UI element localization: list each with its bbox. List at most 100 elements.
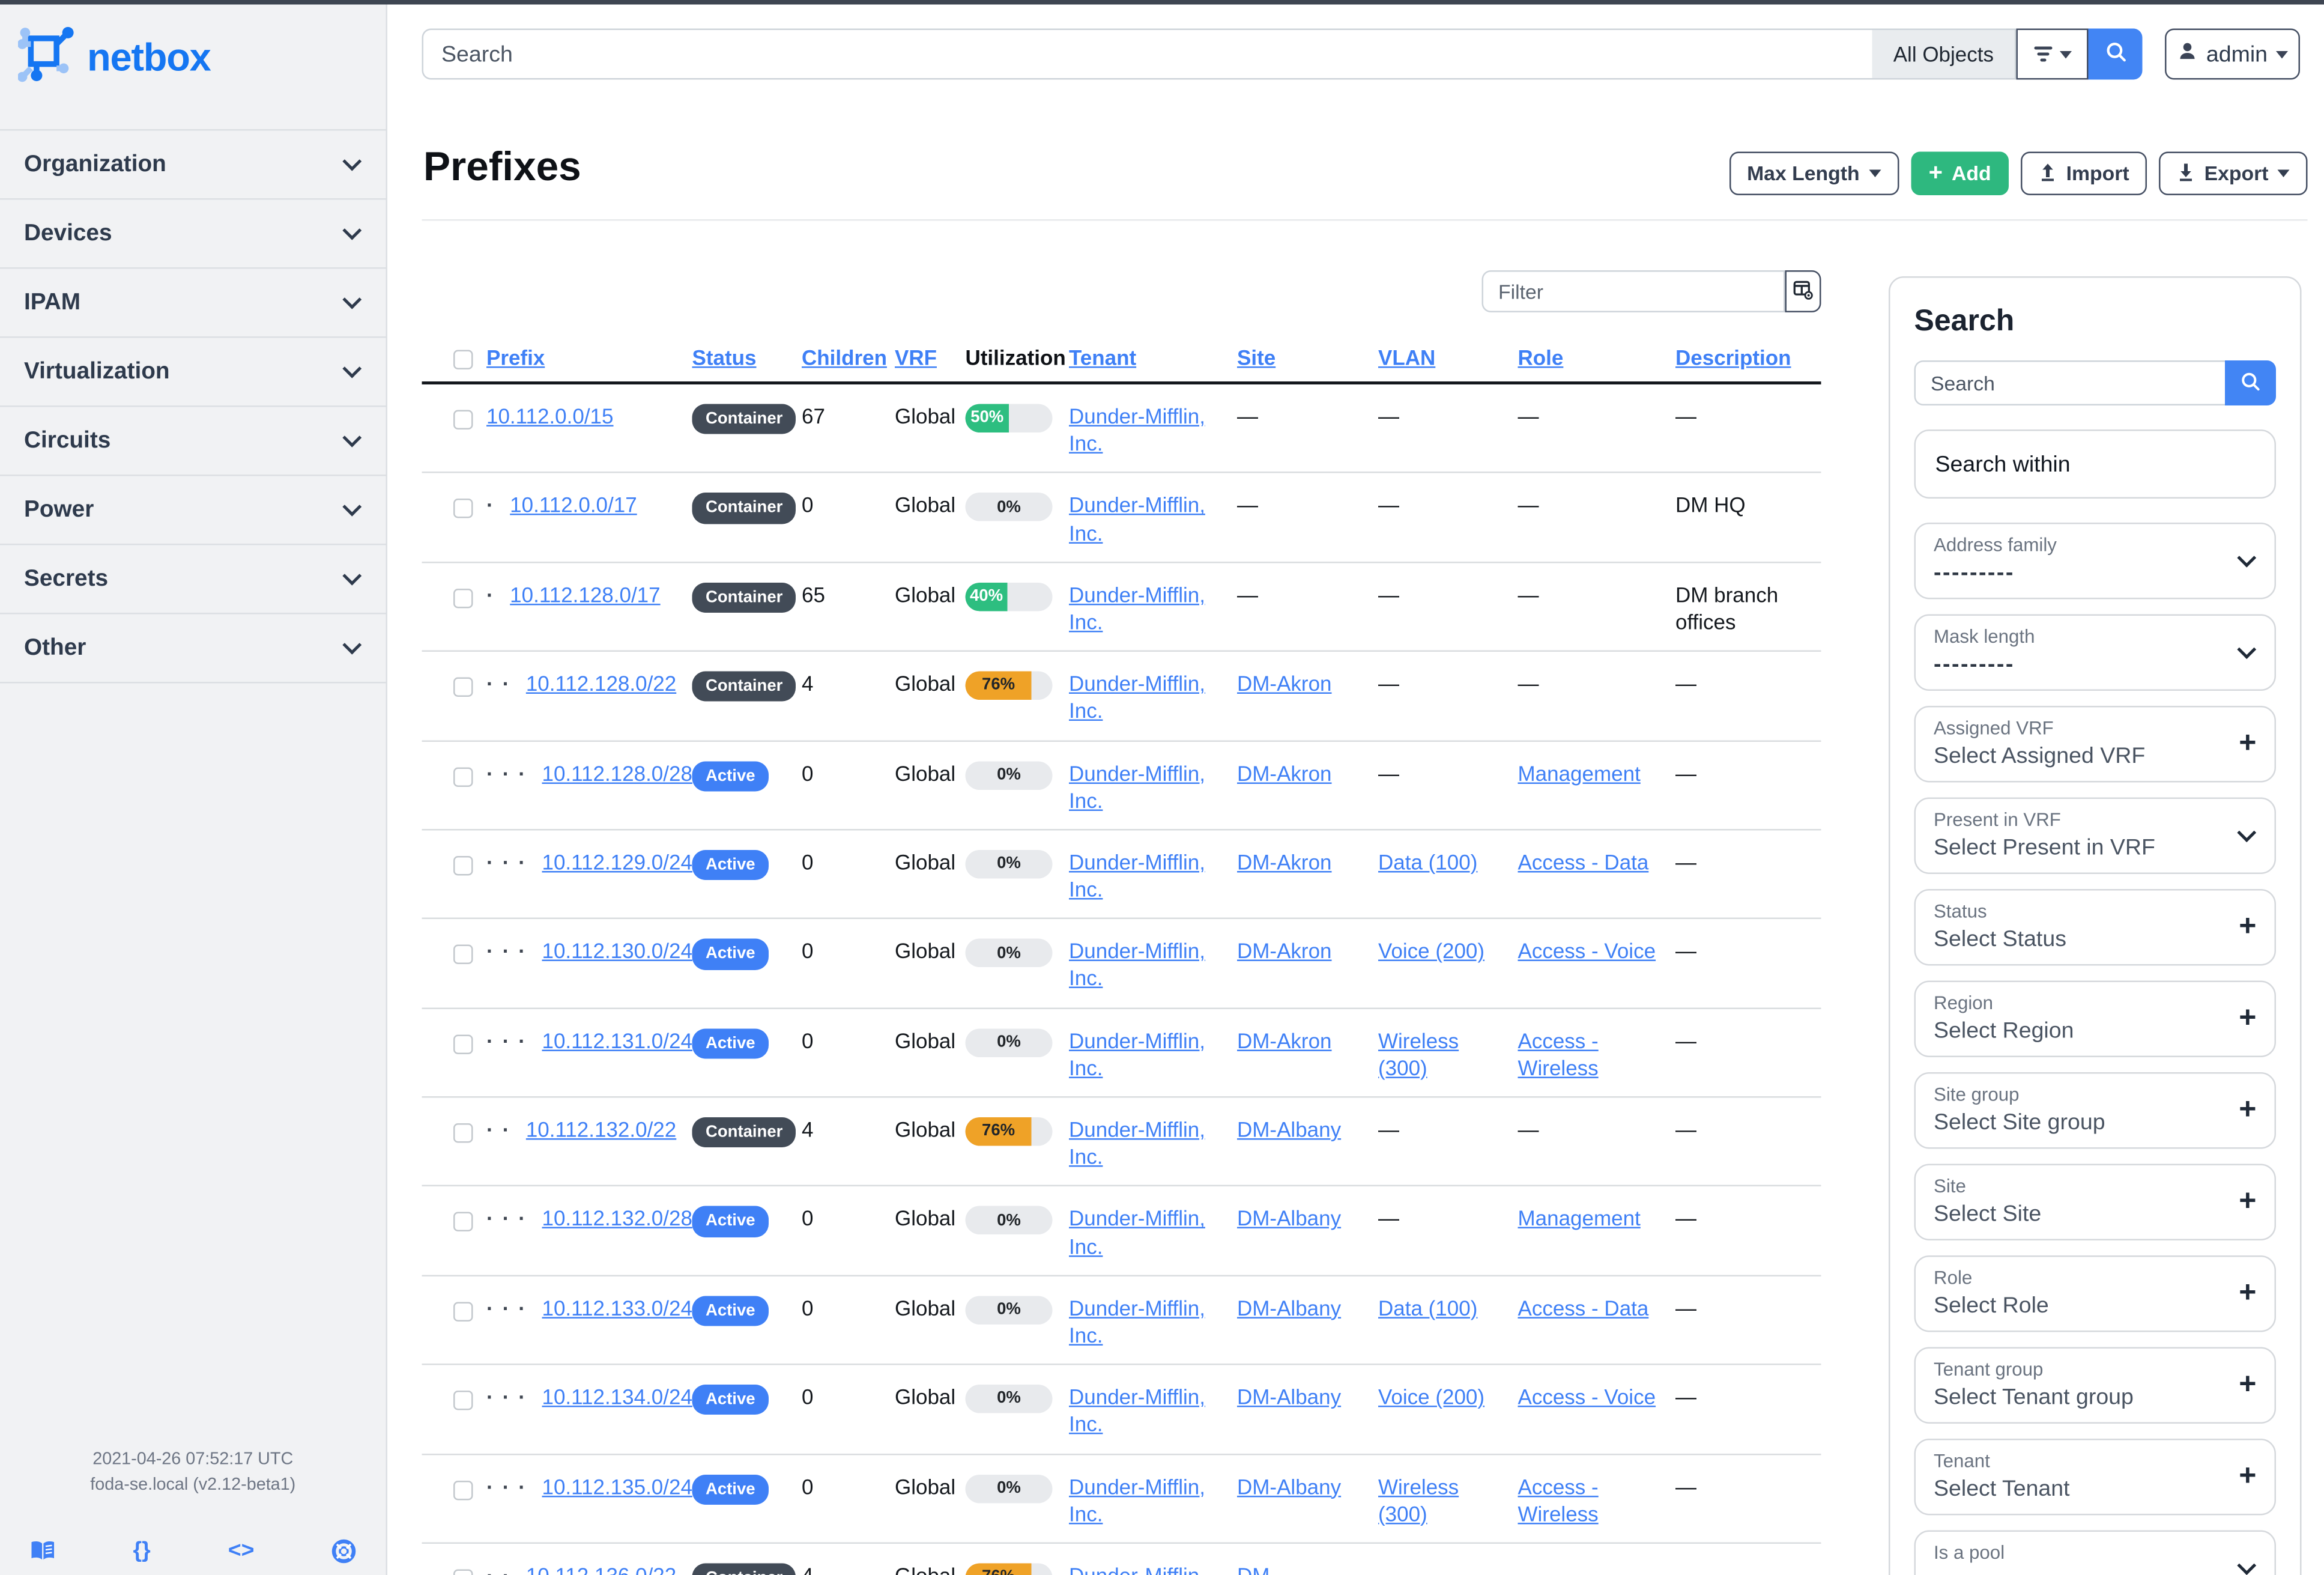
role-link[interactable]: Access - Wireless [1518, 1028, 1599, 1080]
prefix-link[interactable]: 10.112.132.0/22 [525, 1117, 677, 1141]
tenant-link[interactable]: Dunder-Mifflin, Inc. [1069, 1117, 1205, 1169]
prefix-link[interactable]: 10.112.134.0/24 [542, 1385, 692, 1409]
role-link[interactable]: Access - Wireless [1518, 1473, 1599, 1526]
sidebar-item-virtualization[interactable]: Virtualization [0, 338, 386, 407]
tenant-link[interactable]: Dunder-Mifflin, Inc. [1069, 671, 1205, 723]
max-length-button[interactable]: Max Length [1729, 151, 1899, 195]
tenant-link[interactable]: Dunder-Mifflin, Inc. [1069, 1385, 1205, 1436]
tenant-link[interactable]: Dunder-Mifflin, Inc. [1069, 760, 1205, 812]
row-checkbox[interactable] [453, 766, 473, 786]
column-sort-link[interactable]: VRF [895, 345, 937, 369]
filter-card-mask-length[interactable]: Mask length --------- [1914, 614, 2276, 691]
lifebuoy-icon[interactable] [331, 1538, 356, 1564]
prefix-link[interactable]: 10.112.135.0/24 [542, 1473, 692, 1498]
row-checkbox[interactable] [453, 1123, 473, 1143]
panel-search-button[interactable] [2225, 360, 2276, 405]
search-filter-dropdown-button[interactable] [2016, 28, 2089, 80]
tenant-link[interactable]: Dunder-Mifflin, Inc. [1069, 493, 1205, 545]
row-checkbox[interactable] [453, 855, 473, 876]
column-sort-link[interactable]: Role [1518, 345, 1564, 369]
column-sort-link[interactable]: Status [692, 345, 757, 369]
row-checkbox[interactable] [453, 1569, 473, 1575]
sidebar-item-circuits[interactable]: Circuits [0, 407, 386, 476]
tenant-link[interactable]: Dunder-Mifflin, Inc. [1069, 1028, 1205, 1080]
role-link[interactable]: Management [1518, 1206, 1641, 1231]
sidebar-item-organization[interactable]: Organization [0, 131, 386, 200]
site-link[interactable]: DM-Akron [1237, 760, 1332, 785]
row-checkbox[interactable] [453, 588, 473, 608]
filter-card-is-a-pool[interactable]: Is a pool --------- [1914, 1530, 2276, 1575]
tenant-link[interactable]: Dunder-Mifflin, Inc. [1069, 1295, 1205, 1347]
site-link[interactable]: DM-Akron [1237, 1028, 1332, 1052]
column-sort-link[interactable]: Description [1675, 345, 1791, 369]
filter-card-tenant-group[interactable]: Tenant group Select Tenant group + [1914, 1347, 2276, 1424]
row-checkbox[interactable] [453, 499, 473, 519]
role-link[interactable]: Management [1518, 760, 1641, 785]
filter-card-role[interactable]: Role Select Role + [1914, 1255, 2276, 1332]
row-checkbox[interactable] [453, 1391, 473, 1410]
filter-card-address-family[interactable]: Address family --------- [1914, 523, 2276, 599]
filter-card-region[interactable]: Region Select Region + [1914, 980, 2276, 1057]
column-sort-link[interactable]: VLAN [1378, 345, 1436, 369]
tenant-link[interactable]: Dunder-Mifflin, Inc. [1069, 1206, 1205, 1258]
vlan-link[interactable]: Wireless (300) [1378, 1473, 1459, 1526]
filter-card-site[interactable]: Site Select Site + [1914, 1164, 2276, 1240]
row-checkbox[interactable] [453, 1479, 473, 1500]
site-link[interactable]: DM-Akron [1237, 671, 1332, 696]
table-filter-input[interactable] [1481, 270, 1785, 312]
select-all-checkbox[interactable] [453, 350, 473, 369]
row-checkbox[interactable] [453, 1301, 473, 1322]
site-link[interactable]: DM-Akron [1237, 849, 1332, 874]
row-checkbox[interactable] [453, 1034, 473, 1054]
prefix-link[interactable]: 10.112.133.0/24 [542, 1295, 692, 1320]
prefix-link[interactable]: 10.112.131.0/24 [542, 1028, 692, 1052]
global-search-button[interactable] [2088, 28, 2143, 80]
role-link[interactable]: Access - Voice [1518, 1385, 1656, 1409]
tenant-link[interactable]: Dunder-Mifflin, Inc. [1069, 404, 1205, 455]
vlan-link[interactable]: Voice (200) [1378, 1385, 1485, 1409]
column-sort-link[interactable]: Site [1237, 345, 1276, 369]
prefix-link[interactable]: 10.112.0.0/15 [486, 404, 614, 428]
tenant-link[interactable]: Dunder-Mifflin, Inc. [1069, 582, 1205, 634]
tenant-link[interactable]: Dunder-Mifflin, Inc. [1069, 1563, 1205, 1575]
row-checkbox[interactable] [453, 677, 473, 697]
user-menu-button[interactable]: admin [2165, 28, 2300, 80]
braces-icon[interactable]: {} [133, 1538, 151, 1564]
import-button[interactable]: Import [2021, 151, 2147, 195]
prefix-link[interactable]: 10.112.136.0/22 [526, 1563, 676, 1575]
prefix-link[interactable]: 10.112.0.0/17 [510, 493, 637, 517]
site-link[interactable]: DM-Akron [1237, 939, 1332, 964]
filter-card-site-group[interactable]: Site group Select Site group + [1914, 1072, 2276, 1149]
column-sort-link[interactable]: Prefix [486, 345, 545, 369]
code-icon[interactable]: <> [228, 1538, 255, 1564]
global-search-input[interactable] [422, 28, 1872, 80]
site-link[interactable]: DM-Albany [1237, 1295, 1342, 1320]
site-link[interactable]: DM-Albany [1237, 1117, 1342, 1141]
sidebar-item-other[interactable]: Other [0, 615, 386, 684]
site-link[interactable]: DM-Albany [1237, 1385, 1342, 1409]
book-icon[interactable] [30, 1538, 56, 1564]
site-link[interactable]: DM-Albany [1237, 1206, 1342, 1231]
vlan-link[interactable]: Voice (200) [1378, 939, 1485, 964]
row-checkbox[interactable] [453, 410, 473, 429]
role-link[interactable]: Access - Voice [1518, 939, 1656, 964]
filter-card-tenant[interactable]: Tenant Select Tenant + [1914, 1439, 2276, 1516]
add-button[interactable]: + Add [1910, 151, 2009, 195]
prefix-link[interactable]: 10.112.132.0/28 [542, 1206, 692, 1231]
sidebar-item-secrets[interactable]: Secrets [0, 545, 386, 615]
prefix-link[interactable]: 10.112.128.0/17 [510, 582, 661, 607]
filter-card-present-in-vrf[interactable]: Present in VRF Select Present in VRF [1914, 797, 2276, 874]
tenant-link[interactable]: Dunder-Mifflin, Inc. [1069, 849, 1205, 902]
tenant-link[interactable]: Dunder-Mifflin, Inc. [1069, 1473, 1205, 1526]
tenant-link[interactable]: Dunder-Mifflin, Inc. [1069, 939, 1205, 991]
filter-card-assigned-vrf[interactable]: Assigned VRF Select Assigned VRF + [1914, 706, 2276, 783]
vlan-link[interactable]: Data (100) [1378, 849, 1478, 874]
netbox-logo[interactable]: netbox [0, 5, 386, 112]
vlan-link[interactable]: Data (100) [1378, 1295, 1478, 1320]
export-button[interactable]: Export [2159, 151, 2308, 195]
role-link[interactable]: Access - Data [1518, 849, 1649, 874]
sidebar-item-devices[interactable]: Devices [0, 200, 386, 269]
row-checkbox[interactable] [453, 945, 473, 965]
site-link[interactable]: DM-Albany [1237, 1473, 1342, 1498]
prefix-link[interactable]: 10.112.128.0/28 [542, 760, 692, 785]
